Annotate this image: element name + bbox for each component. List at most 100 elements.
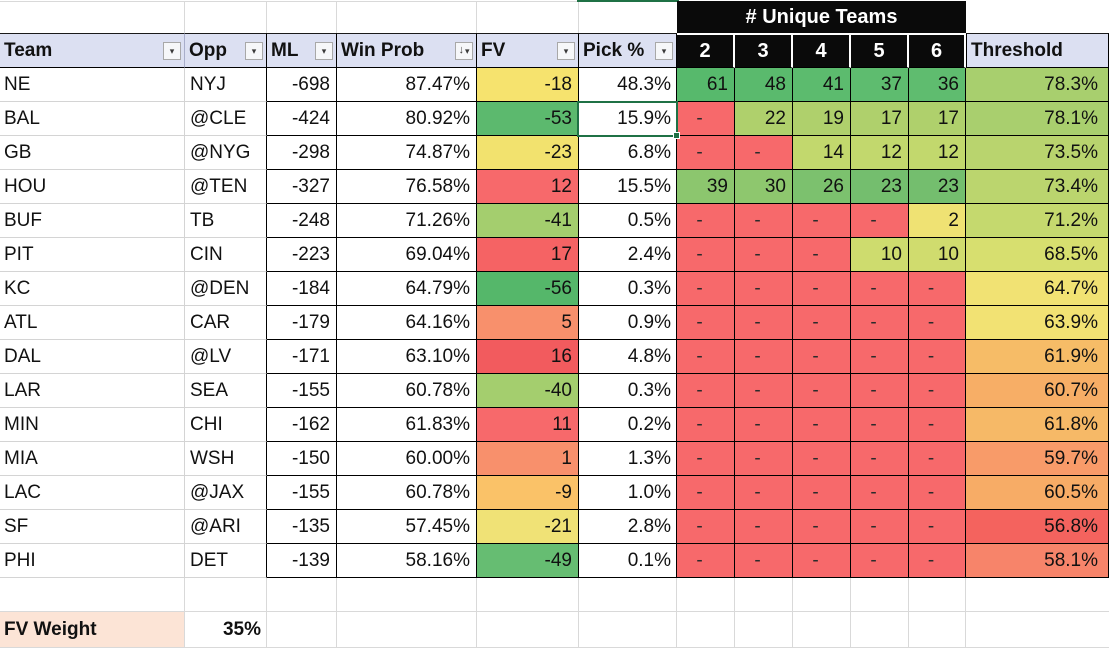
cell-unique-4[interactable]: - (793, 238, 851, 272)
cell-team[interactable]: LAC (0, 476, 185, 510)
cell-unique-3[interactable]: - (735, 476, 793, 510)
column-header-pick-pct[interactable]: Pick % ▾ (579, 33, 677, 68)
cell-unique-3[interactable]: - (735, 272, 793, 306)
cell-unique-3[interactable]: - (735, 340, 793, 374)
filter-dropdown-icon[interactable]: ▾ (557, 41, 575, 60)
cell-opp[interactable]: CAR (185, 306, 267, 340)
cell-win-prob[interactable]: 60.78% (337, 476, 477, 510)
cell-opp[interactable]: @NYG (185, 136, 267, 170)
cell-win-prob[interactable]: 69.04% (337, 238, 477, 272)
cell-team[interactable]: ATL (0, 306, 185, 340)
cell-unique-4[interactable]: - (793, 340, 851, 374)
cell-ml[interactable]: -155 (267, 374, 337, 408)
cell-opp[interactable]: WSH (185, 442, 267, 476)
column-header-ml[interactable]: ML ▾ (267, 33, 337, 68)
cell-threshold[interactable]: 58.1% (966, 544, 1109, 578)
empty-cell[interactable] (477, 578, 579, 612)
cell-unique-4[interactable]: - (793, 510, 851, 544)
cell-unique-4[interactable]: - (793, 272, 851, 306)
cell-team[interactable]: KC (0, 272, 185, 306)
cell-win-prob[interactable]: 71.26% (337, 204, 477, 238)
cell-ml[interactable]: -424 (267, 102, 337, 136)
cell-pick-pct[interactable]: 1.3% (579, 442, 677, 476)
cell-opp[interactable]: @CLE (185, 102, 267, 136)
cell-unique-6[interactable]: - (909, 442, 966, 476)
cell-unique-3[interactable]: 30 (735, 170, 793, 204)
cell-ml[interactable]: -327 (267, 170, 337, 204)
cell-pick-pct[interactable]: 2.4% (579, 238, 677, 272)
cell-unique-6[interactable]: 36 (909, 68, 966, 102)
cell-unique-5[interactable]: - (851, 374, 909, 408)
cell-unique-3[interactable]: - (735, 136, 793, 170)
filter-dropdown-icon[interactable]: ▾ (163, 41, 181, 60)
cell-ml[interactable]: -162 (267, 408, 337, 442)
cell-fv[interactable]: -40 (477, 374, 579, 408)
cell-unique-5[interactable]: 23 (851, 170, 909, 204)
cell-unique-6[interactable]: - (909, 272, 966, 306)
cell-fv[interactable]: 1 (477, 442, 579, 476)
cell-pick-pct[interactable]: 1.0% (579, 476, 677, 510)
empty-cell[interactable] (966, 612, 1109, 648)
cell-ml[interactable]: -135 (267, 510, 337, 544)
empty-cell[interactable] (267, 578, 337, 612)
cell-team[interactable]: LAR (0, 374, 185, 408)
cell-pick-pct[interactable]: 15.5% (579, 170, 677, 204)
cell-win-prob[interactable]: 64.16% (337, 306, 477, 340)
column-header-win-prob[interactable]: Win Prob ↓ ▾ (337, 33, 477, 68)
cell-unique-4[interactable]: 26 (793, 170, 851, 204)
cell-unique-2[interactable]: - (677, 238, 735, 272)
cell-ml[interactable]: -150 (267, 442, 337, 476)
cell-unique-6[interactable]: 2 (909, 204, 966, 238)
cell-threshold[interactable]: 61.9% (966, 340, 1109, 374)
cell-ml[interactable]: -698 (267, 68, 337, 102)
fv-weight-value-cell[interactable]: 35% (185, 612, 267, 648)
cell-fv[interactable]: 17 (477, 238, 579, 272)
cell-fv[interactable]: 16 (477, 340, 579, 374)
cell-threshold[interactable]: 60.5% (966, 476, 1109, 510)
column-header-unique-4[interactable]: 4 (793, 33, 851, 68)
cell-unique-3[interactable]: - (735, 544, 793, 578)
empty-cell[interactable] (851, 578, 909, 612)
cell-win-prob[interactable]: 64.79% (337, 272, 477, 306)
cell-threshold[interactable]: 71.2% (966, 204, 1109, 238)
cell-unique-5[interactable]: - (851, 204, 909, 238)
cell-unique-4[interactable]: - (793, 544, 851, 578)
empty-cell[interactable] (0, 578, 185, 612)
cell-unique-3[interactable]: - (735, 510, 793, 544)
filter-dropdown-icon[interactable]: ▾ (245, 41, 263, 60)
cell-team[interactable]: NE (0, 68, 185, 102)
cell-unique-5[interactable]: - (851, 408, 909, 442)
cell-team[interactable]: MIA (0, 442, 185, 476)
cell-win-prob[interactable]: 63.10% (337, 340, 477, 374)
cell-pick-pct[interactable]: 0.1% (579, 544, 677, 578)
cell-unique-5[interactable]: 37 (851, 68, 909, 102)
cell-ml[interactable]: -248 (267, 204, 337, 238)
empty-cell[interactable] (267, 612, 337, 648)
cell-fv[interactable]: -41 (477, 204, 579, 238)
cell-ml[interactable]: -139 (267, 544, 337, 578)
cell-opp[interactable]: @LV (185, 340, 267, 374)
cell-unique-6[interactable]: 12 (909, 136, 966, 170)
cell-unique-4[interactable]: - (793, 476, 851, 510)
empty-cell[interactable] (793, 578, 851, 612)
cell-pick-pct[interactable]: 0.5% (579, 204, 677, 238)
cell-unique-3[interactable]: - (735, 442, 793, 476)
cell-unique-5[interactable]: 12 (851, 136, 909, 170)
cell-unique-6[interactable]: - (909, 510, 966, 544)
cell-unique-3[interactable]: - (735, 306, 793, 340)
cell-unique-5[interactable]: - (851, 476, 909, 510)
cell-unique-2[interactable]: - (677, 544, 735, 578)
fv-weight-label-cell[interactable]: FV Weight (0, 612, 185, 648)
cell-threshold[interactable]: 68.5% (966, 238, 1109, 272)
cell-unique-2[interactable]: - (677, 340, 735, 374)
cell-team[interactable]: HOU (0, 170, 185, 204)
cell-opp[interactable]: CIN (185, 238, 267, 272)
cell-opp[interactable]: NYJ (185, 68, 267, 102)
cell-unique-6[interactable]: - (909, 408, 966, 442)
column-header-fv[interactable]: FV ▾ (477, 33, 579, 68)
filter-dropdown-icon[interactable]: ▾ (655, 41, 673, 60)
cell-fv[interactable]: -49 (477, 544, 579, 578)
filter-dropdown-icon[interactable]: ▾ (315, 41, 333, 60)
column-header-unique-5[interactable]: 5 (851, 33, 909, 68)
cell-win-prob[interactable]: 60.78% (337, 374, 477, 408)
